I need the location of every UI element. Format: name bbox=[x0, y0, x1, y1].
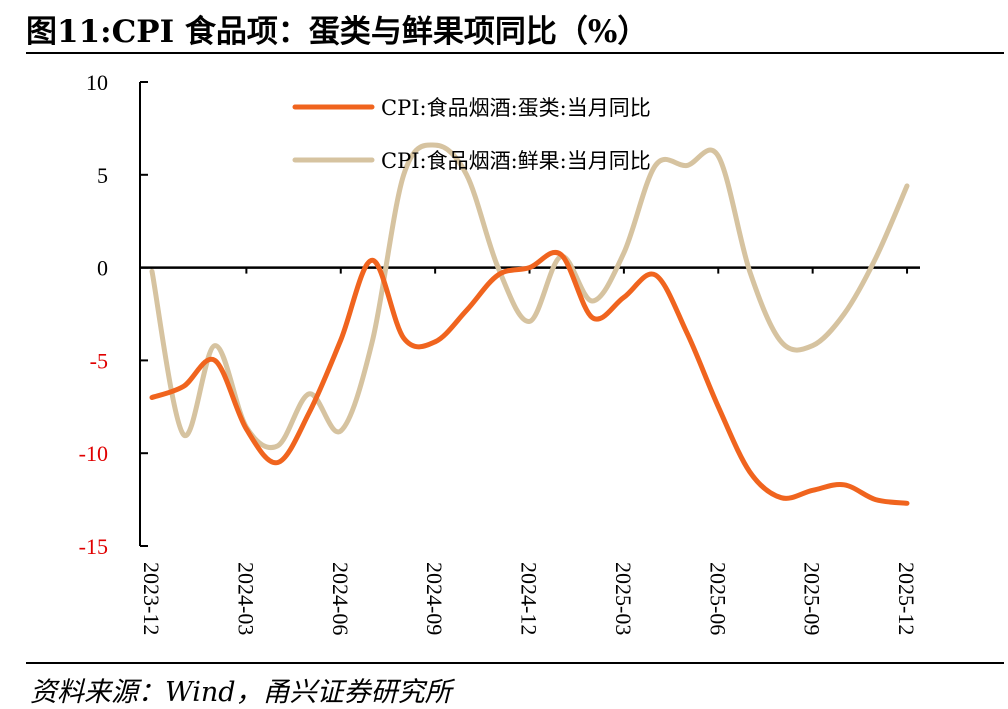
x-tick-label: 2025-06 bbox=[705, 562, 730, 635]
x-tick-label: 2023-12 bbox=[139, 562, 164, 635]
x-tick-label: 2024-03 bbox=[233, 562, 258, 635]
series-lines bbox=[149, 142, 910, 506]
x-tick-label: 2024-12 bbox=[517, 562, 542, 635]
x-tick-label: 2025-12 bbox=[894, 562, 919, 635]
source-note: 资料来源：Wind，甬兴证券研究所 bbox=[30, 677, 452, 708]
title-divider bbox=[26, 52, 1004, 54]
legend: CPI:食品烟酒:蛋类:当月同比 CPI:食品烟酒:鲜果:当月同比 bbox=[292, 96, 651, 173]
x-tick-label: 2025-09 bbox=[800, 562, 825, 635]
series-line-eggs bbox=[149, 250, 910, 506]
legend-label-fruit: CPI:食品烟酒:鲜果:当月同比 bbox=[381, 149, 651, 173]
y-tick-label: 10 bbox=[86, 70, 108, 95]
x-tick-label: 2025-03 bbox=[611, 562, 636, 635]
source-divider bbox=[26, 662, 1004, 664]
y-tick-label: -15 bbox=[79, 534, 108, 559]
y-tick-label: 0 bbox=[97, 256, 108, 281]
x-axis: 2023-12 2024-03 2024-06 2024-09 2024-12 2025-… bbox=[139, 266, 920, 635]
series-line-fruit bbox=[149, 142, 910, 451]
y-tick-label: 5 bbox=[97, 163, 108, 188]
y-tick-label: -10 bbox=[79, 441, 108, 466]
legend-label-eggs: CPI:食品烟酒:蛋类:当月同比 bbox=[381, 96, 651, 120]
x-tick-label: 2024-06 bbox=[328, 562, 353, 635]
y-tick-label: -5 bbox=[90, 348, 108, 373]
y-axis: 10 5 0 -5 -10 -15 bbox=[79, 70, 148, 559]
chart-title: 图11:CPI 食品项：蛋类与鲜果项同比（%） bbox=[26, 14, 649, 50]
x-tick-label: 2024-09 bbox=[422, 562, 447, 635]
